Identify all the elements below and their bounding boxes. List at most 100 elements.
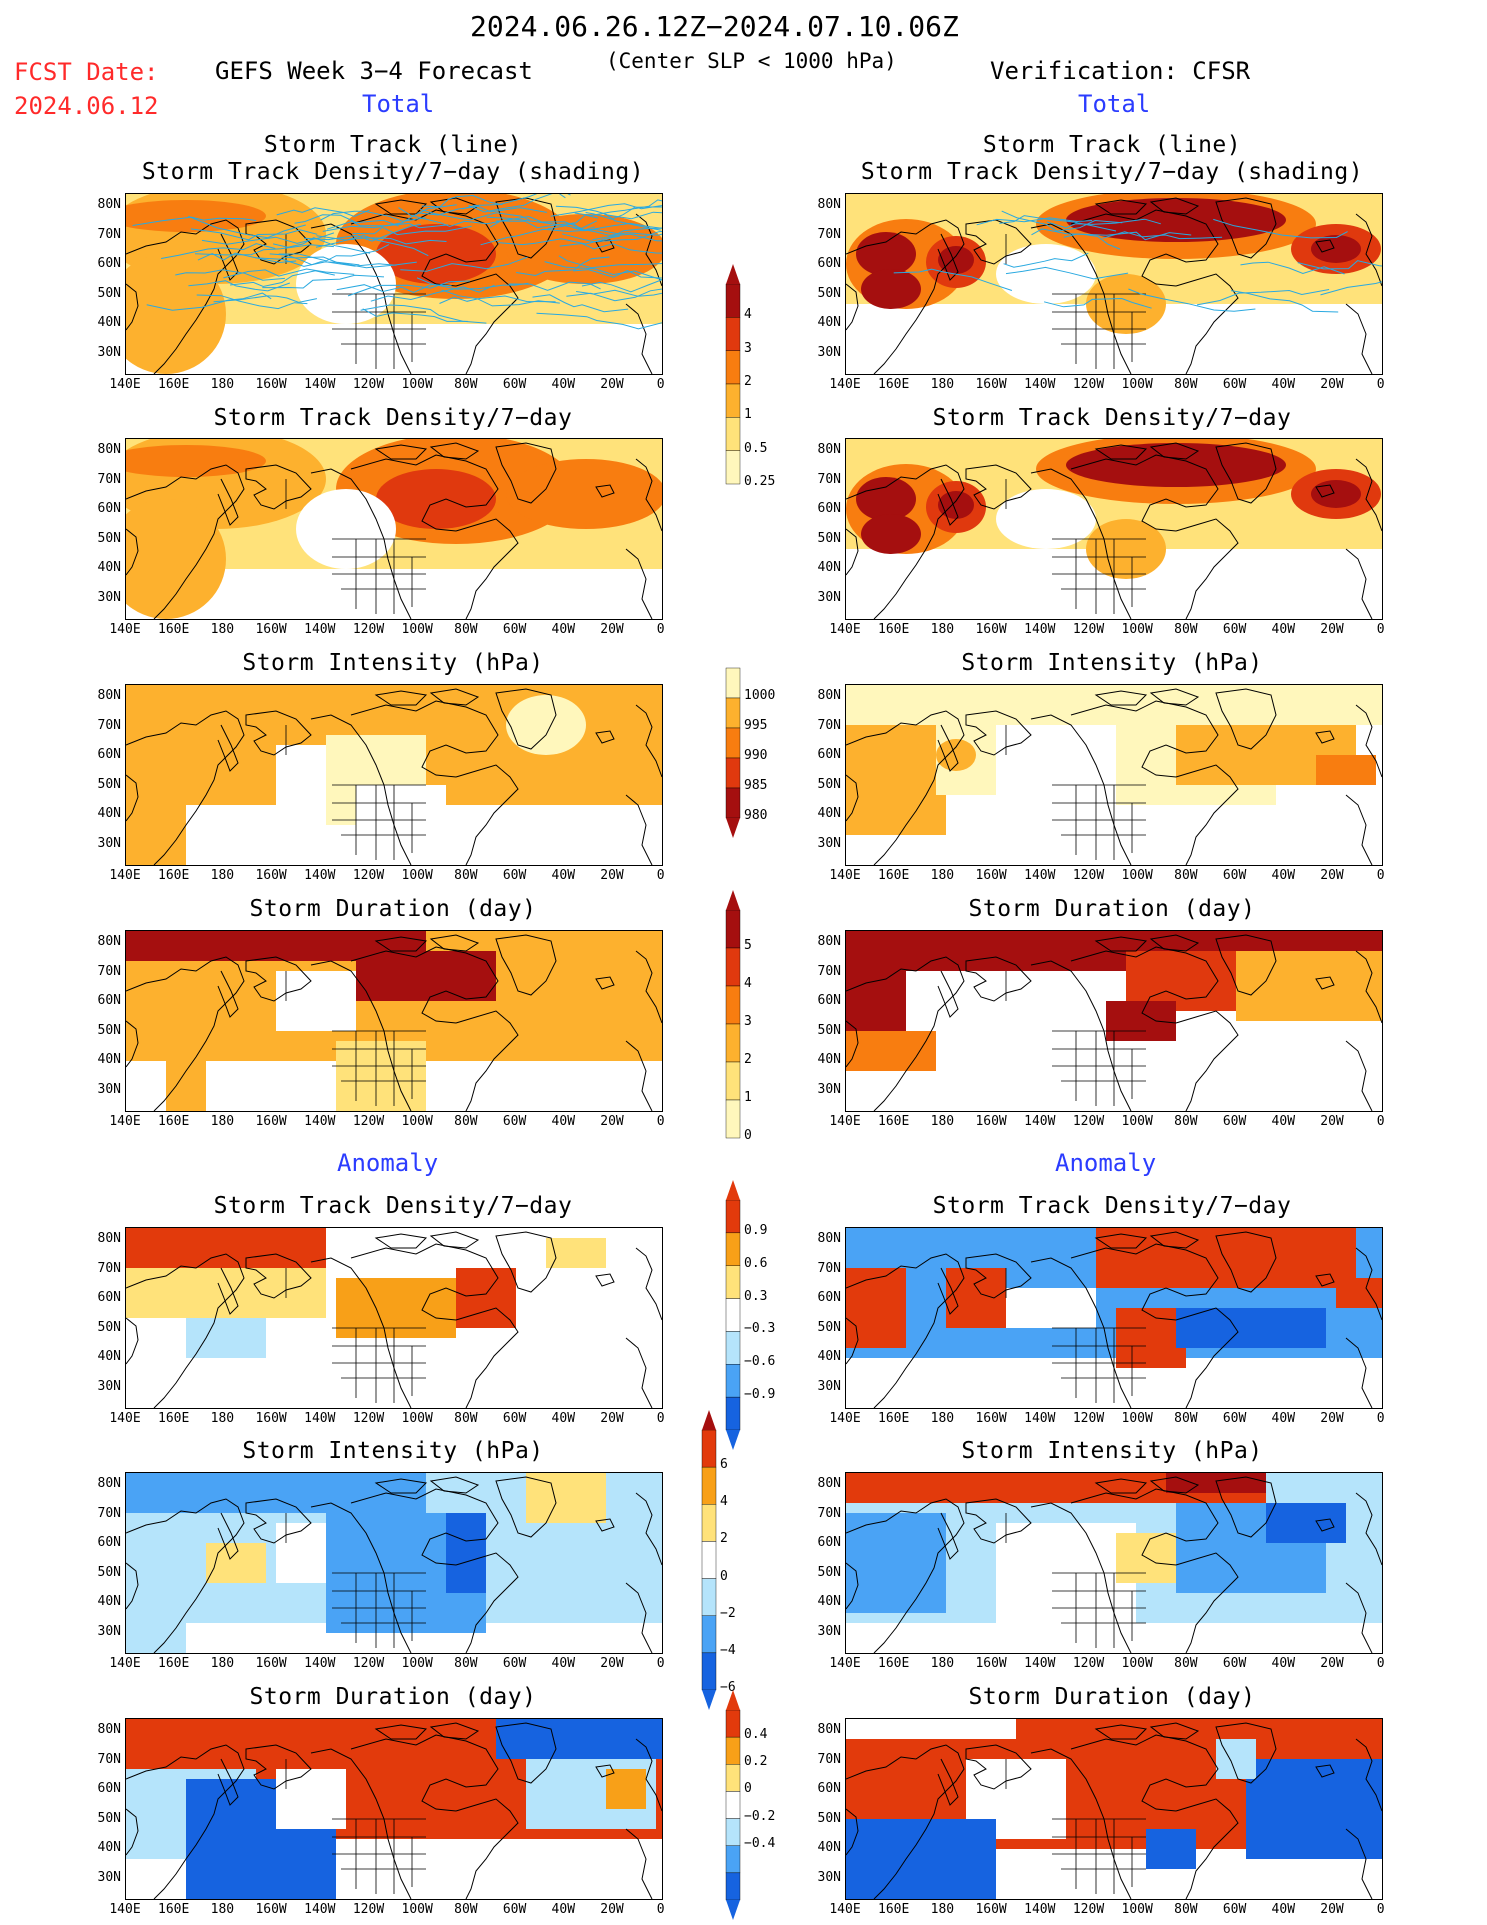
coastline (635, 950, 662, 1024)
lon-tick-label: 0 (1376, 1411, 1385, 1426)
slp-subtitle: (Center SLP < 1000 hPa) (606, 49, 897, 73)
panel-title-duration-anom-left: Storm Duration (day) (249, 1684, 537, 1710)
map-intensity-anom-verification (845, 1472, 1383, 1654)
lon-tick-label: 120W (1072, 868, 1105, 883)
colorbar-tick-label: −6 (720, 1680, 736, 1695)
colorbar-segment (725, 417, 741, 451)
coastline (846, 283, 859, 331)
shade-block (1266, 1503, 1346, 1543)
verification-title: Verification: CFSR (990, 57, 1251, 85)
lat-tick-label: 70N (817, 1260, 841, 1276)
coastline (1070, 1734, 1219, 1812)
lat-tick-label: 80N (817, 688, 841, 703)
lon-tick-label: 40W (1271, 622, 1296, 637)
lon-tick-label: 0 (1376, 1902, 1385, 1917)
lat-tick-label: 50N (817, 1319, 841, 1335)
coastline (1315, 730, 1335, 744)
lat-tick-label: 60N (817, 747, 841, 762)
lon-tick-label: 140E (829, 1411, 861, 1426)
coastline (846, 1562, 859, 1610)
lon-tick-label: 160E (158, 1902, 190, 1917)
coastline (126, 283, 139, 331)
coastline (1175, 273, 1239, 374)
shade-block (126, 805, 186, 865)
shade-block (206, 1543, 266, 1583)
lon-tick-label: 0 (1376, 377, 1385, 392)
coastline (625, 548, 653, 619)
colorbar-segment (701, 1578, 717, 1616)
coastline (1094, 936, 1148, 952)
lon-tick-label: 40W (1271, 868, 1296, 883)
colorbar-arrow-bottom (726, 1430, 740, 1450)
colorbar-canvas (701, 1410, 717, 1710)
lat-tick-label: 70N (817, 1751, 841, 1767)
coastline (625, 1040, 653, 1111)
coastline (1315, 1764, 1335, 1778)
lon-tick-label: 160E (878, 1411, 910, 1426)
shade-block (276, 745, 326, 805)
coastline (1094, 1233, 1148, 1249)
colorbar-tick-label: 980 (744, 808, 768, 823)
coastline (455, 518, 519, 619)
lon-tick-label: 80W (1174, 622, 1198, 637)
coastline (455, 1010, 519, 1111)
lat-tick-label: 80N (817, 1231, 841, 1246)
colorbar-segment (725, 1736, 741, 1765)
colorbar-canvas (725, 890, 741, 1139)
lat-tick-label: 40N (817, 1594, 841, 1609)
coastline (1070, 454, 1219, 532)
colorbar-density: 4 3 2 1 0.5 0.25 (724, 264, 775, 508)
colorbar-tick-label: 0.2 (744, 1754, 768, 1770)
colorbar-tick-label: −0.9 (744, 1387, 776, 1403)
lon-tick-label: 80W (1174, 1656, 1198, 1671)
lat-tick-label: 30N (817, 589, 841, 605)
lon-tick-label: 80W (454, 1411, 478, 1426)
panel-title-duration-left: Storm Duration (day) (249, 896, 537, 922)
lon-tick-label: 140E (829, 1902, 861, 1917)
coastline (965, 956, 1032, 1002)
colorbar-segment (725, 450, 741, 485)
coastline (126, 1317, 139, 1365)
coastline (635, 1492, 662, 1566)
coastline (350, 1243, 499, 1321)
coastline (1355, 213, 1382, 287)
lon-tick-label: 0 (1376, 868, 1385, 883)
coastline (1149, 197, 1200, 215)
anomaly-label-left: Anomaly (337, 1149, 439, 1177)
lon-tick-label: 0 (656, 868, 665, 883)
lon-tick-label: 160E (878, 868, 910, 883)
shade-block (126, 1228, 326, 1268)
colorbar-segment (725, 1364, 741, 1398)
shade-block (1106, 1001, 1176, 1041)
shade-region (126, 499, 226, 619)
lon-tick-label: 60W (1222, 1411, 1247, 1426)
coastline (1355, 1247, 1382, 1321)
shade-block (606, 1769, 646, 1809)
lon-tick-label: 20W (600, 1114, 624, 1129)
coastline (217, 1512, 239, 1560)
colorbar-density-anom: 0.9 0.6 0.3 −0.3 −0.6 −0.9 (724, 1180, 775, 1454)
lon-tick-label: 40W (551, 622, 576, 637)
shade-region (506, 459, 662, 529)
colorbar-tick-label: 995 (744, 718, 768, 733)
lat-tick-label: 40N (97, 1349, 121, 1364)
lat-tick-label: 80N (817, 1476, 841, 1491)
colorbar-tick-label: 985 (744, 778, 768, 793)
total-label-right: Total (1078, 90, 1151, 118)
shade-block (1176, 1308, 1326, 1348)
map-density-anom-forecast (125, 1227, 663, 1409)
colorbar-segment (701, 1429, 717, 1468)
lon-tick-label: 80W (1174, 1114, 1198, 1129)
lat-tick-label: 80N (97, 1231, 121, 1246)
panel-title-intensity-left: Storm Intensity (hPa) (242, 650, 544, 676)
coastline (126, 956, 245, 1111)
lon-tick-label: 120W (1072, 1656, 1105, 1671)
lat-tick-label: 30N (97, 1081, 121, 1097)
coastline (625, 794, 653, 865)
lon-tick-label: 160E (158, 1411, 190, 1426)
lon-tick-label: 80W (1174, 377, 1198, 392)
lon-tick-label: 120W (352, 1114, 385, 1129)
lon-tick-label: 20W (600, 1411, 624, 1426)
coastline (1149, 688, 1200, 706)
lon-tick-label: 0 (656, 622, 665, 637)
